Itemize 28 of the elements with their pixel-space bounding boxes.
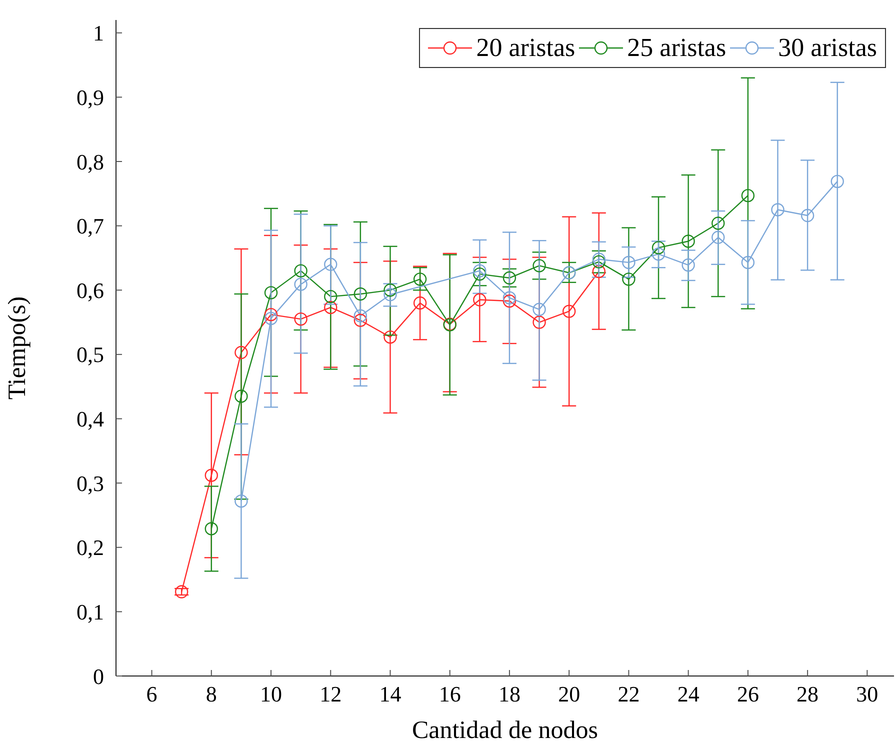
x-tick-label: 16 <box>438 682 461 707</box>
y-tick-label: 0,8 <box>76 149 104 174</box>
y-tick-label: 1 <box>93 20 104 46</box>
x-tick-label: 6 <box>146 682 158 707</box>
x-tick-label: 22 <box>618 682 640 707</box>
y-tick-label: 0,2 <box>76 535 104 560</box>
y-tick-label: 0 <box>93 664 104 689</box>
legend-label: 25 aristas <box>627 33 726 63</box>
y-tick-label: 0,4 <box>76 406 104 432</box>
y-tick-label: 0,1 <box>76 599 104 624</box>
y-tick-label: 0,7 <box>76 214 104 239</box>
x-tick-label: 28 <box>796 682 819 707</box>
x-tick-label: 18 <box>498 682 520 707</box>
x-tick-label: 20 <box>558 682 580 707</box>
y-tick-label: 0,3 <box>76 470 104 496</box>
y-tick-label: 0,5 <box>76 342 104 368</box>
y-tick-label: 0,9 <box>76 84 104 110</box>
y-tick-label: 0,6 <box>76 278 104 303</box>
legend-label: 30 aristas <box>778 33 877 63</box>
x-axis-title: Cantidad de nodos <box>412 717 598 744</box>
x-tick-label: 14 <box>379 682 402 707</box>
legend-label: 20 aristas <box>476 33 576 63</box>
x-tick-label: 12 <box>320 682 342 707</box>
x-tick-label: 10 <box>260 682 282 707</box>
x-tick-label: 24 <box>677 682 700 707</box>
x-tick-label: 26 <box>736 682 759 707</box>
x-tick-label: 30 <box>856 682 878 707</box>
x-tick-label: 8 <box>206 682 217 707</box>
